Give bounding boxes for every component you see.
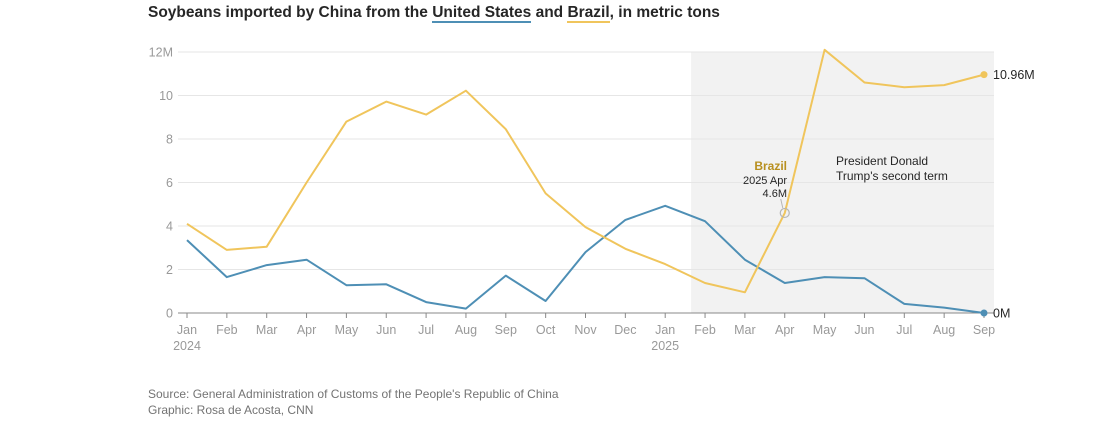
y-tick-label: 6: [166, 176, 173, 190]
end-marker-brazil: [980, 71, 988, 79]
series-line-brazil: [186, 48, 985, 294]
x-tick-label: Sep: [495, 323, 517, 337]
source-note: Source: General Administration of Custom…: [148, 386, 559, 418]
annotation-marker: [779, 207, 790, 219]
x-tick-label: Jan: [655, 323, 675, 337]
x-tick-label: Jul: [418, 323, 434, 337]
x-tick-label: May: [335, 323, 359, 337]
x-tick-label: Aug: [933, 323, 955, 337]
y-tick-label: 4: [166, 220, 173, 234]
y-tick-label: 0: [166, 307, 173, 321]
series-line-us: [186, 204, 985, 314]
x-tick-label: Jun: [854, 323, 874, 337]
x-tick-label: Aug: [455, 323, 477, 337]
end-label-brazil: 10.96M: [993, 68, 1035, 82]
x-tick-label: Apr: [297, 323, 316, 337]
y-tick-label: 10: [159, 89, 173, 103]
y-tick-label: 8: [166, 133, 173, 147]
title-brazil-label: Brazil: [567, 4, 610, 23]
x-tick-label: Dec: [614, 323, 636, 337]
x-tick-label: Oct: [536, 323, 556, 337]
x-tick-label: Sep: [973, 323, 995, 337]
x-tick-label: Jun: [376, 323, 396, 337]
x-tick-label: Mar: [734, 323, 756, 337]
annotation-leader: [780, 198, 784, 209]
annotation-date: 2025 Apr: [743, 175, 787, 187]
x-year-label: 2024: [173, 339, 201, 353]
second-term-label-line2: Trump's second term: [836, 169, 948, 183]
source-line: Source: General Administration of Custom…: [148, 387, 559, 401]
x-tick-label: Nov: [574, 323, 597, 337]
chart-title: Soybeans imported by China from the Unit…: [148, 4, 720, 23]
x-tick-label: May: [813, 323, 837, 337]
x-tick-label: Jan: [177, 323, 197, 337]
x-tick-label: Feb: [216, 323, 238, 337]
title-prefix: Soybeans imported by China from the: [148, 4, 433, 21]
annotation-series: Brazil: [754, 159, 787, 173]
second-term-label-line1: President Donald: [836, 154, 928, 168]
x-tick-label: Feb: [694, 323, 716, 337]
annotation-value: 4.6M: [763, 188, 787, 200]
x-tick-label: Apr: [775, 323, 794, 337]
x-year-label: 2025: [651, 339, 679, 353]
title-suffix: , in metric tons: [609, 4, 720, 21]
x-tick-label: Jul: [896, 323, 912, 337]
y-tick-label: 2: [166, 263, 173, 277]
y-tick-label: 12M: [149, 46, 173, 60]
credit-line: Graphic: Rosa de Acosta, CNN: [148, 403, 314, 417]
title-us-label: United States: [432, 4, 532, 23]
end-marker-us: [980, 309, 988, 317]
title-middle: and: [531, 4, 568, 21]
end-label-us: 0M: [993, 307, 1010, 321]
x-tick-label: Mar: [256, 323, 278, 337]
